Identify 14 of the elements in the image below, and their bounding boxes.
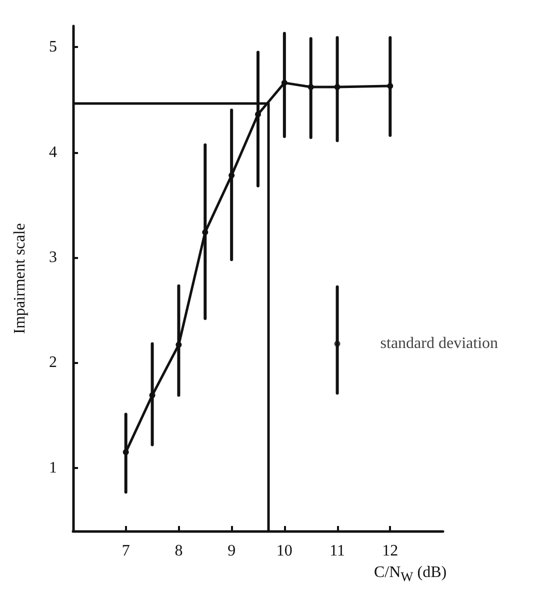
x-tick-label: 11 [330,542,345,560]
x-tick-label: 7 [122,542,130,560]
y-axis-title: Impairment scale [12,223,28,334]
x-tick-label: 8 [174,542,183,560]
x-tick-label: 10 [276,542,292,560]
y-tick-label: 3 [49,248,57,266]
x-tick-label: 9 [228,542,236,560]
text: standard deviation [380,335,498,352]
y-tick-label: 4 [49,144,57,161]
y-tick-label: 2 [49,354,57,372]
x-axis-title: C/N$_{W}$ (dB) [374,564,447,586]
y-tick-label: 5 [49,38,57,56]
x-tick-label: 12 [382,542,398,560]
y-tick-label: 1 [49,459,57,476]
